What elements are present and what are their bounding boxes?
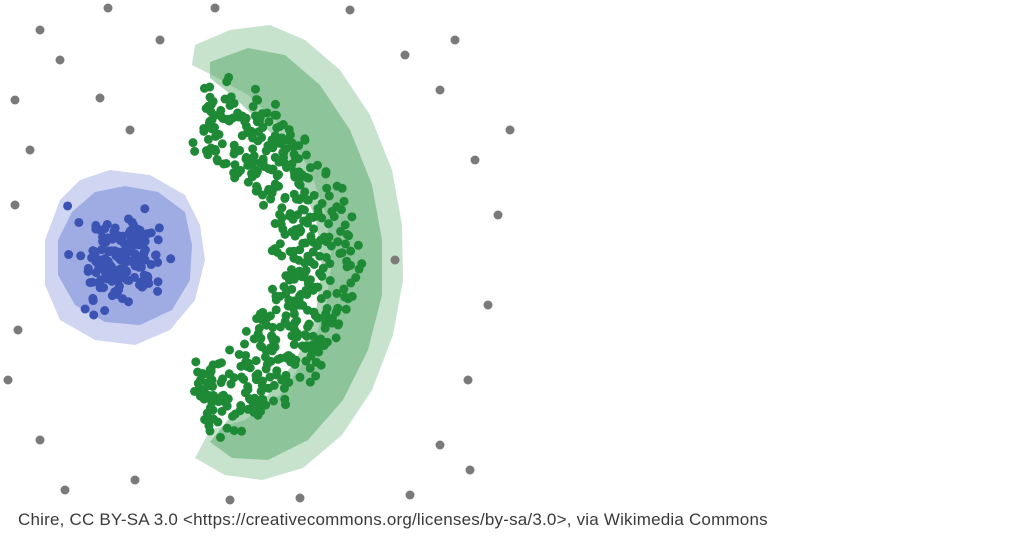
attribution-caption: Chire, CC BY-SA 3.0 <https://creativecom… xyxy=(18,510,768,530)
cluster-diagram xyxy=(0,0,1024,538)
